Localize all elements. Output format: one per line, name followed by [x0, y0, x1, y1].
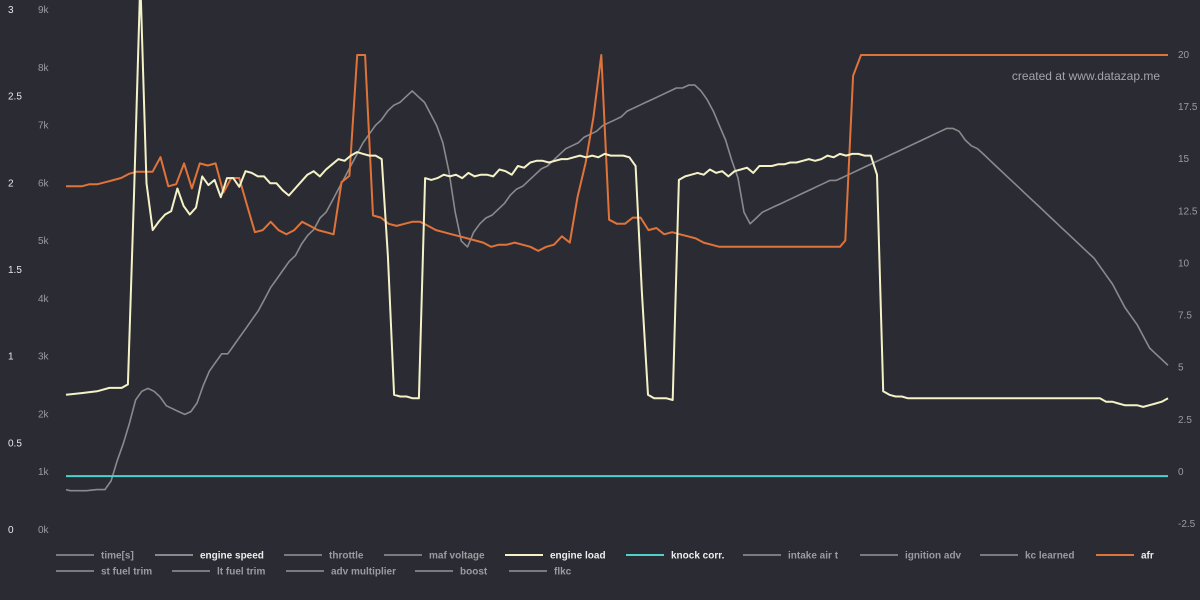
tick-label: 2.5 — [8, 92, 22, 103]
legend-item[interactable]: boost — [415, 567, 488, 578]
tick-label: 12.5 — [1178, 206, 1198, 217]
tick-label: 2k — [38, 409, 50, 420]
legend-item[interactable]: maf voltage — [384, 551, 485, 562]
tick-label: 1.5 — [8, 265, 22, 276]
series-line-afr — [66, 54, 1168, 252]
legend-item[interactable]: engine load — [505, 551, 606, 562]
tick-label: 2.5 — [1178, 415, 1192, 426]
tick-label: 9k — [38, 5, 50, 16]
legend-item[interactable]: st fuel trim — [56, 567, 152, 578]
tick-label: 1 — [8, 352, 14, 363]
legend-item[interactable]: adv multiplier — [286, 567, 396, 578]
legend-label: maf voltage — [429, 551, 485, 562]
legend-item[interactable]: kc learned — [980, 551, 1074, 562]
tick-label: 20 — [1178, 50, 1190, 61]
tick-label: 2 — [8, 178, 14, 189]
legend-label: intake air t — [788, 551, 839, 562]
tick-label: 8k — [38, 63, 50, 74]
watermark-text: created at www.datazap.me — [1012, 69, 1160, 83]
legend-label: adv multiplier — [331, 567, 396, 578]
legend-item[interactable]: flkc — [509, 567, 572, 578]
legend-item[interactable]: throttle — [284, 551, 364, 562]
legend-item[interactable]: time[s] — [56, 551, 134, 562]
legend-item[interactable]: afr — [1096, 551, 1154, 562]
legend-label: boost — [460, 567, 488, 578]
legend-label: knock corr. — [671, 551, 725, 562]
legend-item[interactable]: ignition adv — [860, 551, 962, 562]
tick-label: 0 — [8, 525, 14, 536]
legend-item[interactable]: intake air t — [743, 551, 839, 562]
legend-item[interactable]: engine speed — [155, 551, 264, 562]
tick-label: 5k — [38, 236, 50, 247]
legend: time[s] engine speed throttle maf voltage en… — [56, 551, 1154, 578]
tick-label: 0k — [38, 525, 50, 536]
right-axis-afr-ticks: -2.5 0 2.5 5 7.5 10 12.5 15 17.5 20 — [1178, 50, 1198, 530]
tick-label: 6k — [38, 178, 50, 189]
tick-label: 3k — [38, 352, 50, 363]
legend-label: throttle — [329, 551, 364, 562]
tick-label: 15 — [1178, 154, 1190, 165]
legend-label: st fuel trim — [101, 567, 152, 578]
series-layer — [65, 0, 1169, 492]
legend-label: lt fuel trim — [217, 567, 265, 578]
tick-label: 3 — [8, 5, 14, 16]
tick-label: 1k — [38, 467, 50, 478]
legend-label: afr — [1141, 551, 1154, 562]
left-axis-rpm-ticks: 0k 1k 2k 3k 4k 5k 6k 7k 8k 9k — [38, 5, 50, 536]
legend-label: time[s] — [101, 551, 134, 562]
tick-label: 7.5 — [1178, 311, 1192, 322]
tick-label: 10 — [1178, 258, 1190, 269]
tick-label: -2.5 — [1178, 519, 1196, 530]
legend-label: flkc — [554, 567, 572, 578]
tick-label: 7k — [38, 121, 50, 132]
legend-label: engine speed — [200, 551, 264, 562]
tick-label: 4k — [38, 294, 50, 305]
tick-label: 17.5 — [1178, 102, 1198, 113]
tick-label: 0.5 — [8, 438, 22, 449]
series-line-engine-speed — [65, 84, 1169, 492]
legend-item[interactable]: lt fuel trim — [172, 567, 265, 578]
tick-label: 0 — [1178, 467, 1184, 478]
tick-label: 5 — [1178, 363, 1184, 374]
legend-label: ignition adv — [905, 551, 962, 562]
legend-item[interactable]: knock corr. — [626, 551, 725, 562]
legend-label: kc learned — [1025, 551, 1074, 562]
left-axis-load-ticks: 0 0.5 1 1.5 2 2.5 3 — [8, 5, 22, 536]
legend-label: engine load — [550, 551, 606, 562]
series-line-engine-load — [65, 0, 1169, 408]
